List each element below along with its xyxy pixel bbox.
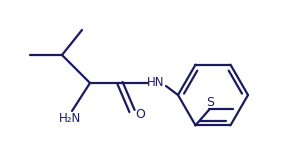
Text: HN: HN — [147, 76, 165, 89]
Text: O: O — [135, 108, 145, 122]
Text: H₂N: H₂N — [59, 113, 81, 125]
Text: S: S — [206, 96, 214, 109]
